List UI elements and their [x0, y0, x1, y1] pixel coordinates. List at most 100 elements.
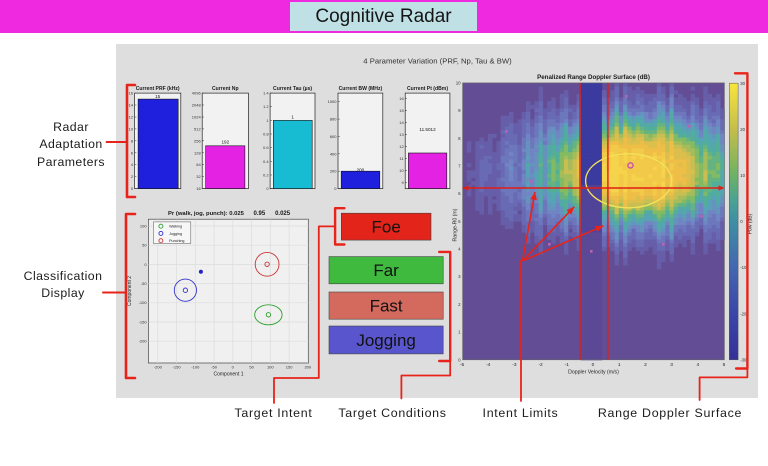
- svg-text:-30: -30: [740, 357, 747, 362]
- svg-text:800: 800: [330, 117, 337, 122]
- svg-text:14: 14: [129, 103, 134, 108]
- svg-text:0: 0: [266, 186, 269, 191]
- svg-text:-5: -5: [460, 362, 465, 368]
- svg-text:Fast: Fast: [370, 297, 403, 316]
- svg-text:4: 4: [696, 362, 699, 368]
- svg-text:Current Pt (dBm): Current Pt (dBm): [407, 86, 448, 92]
- svg-text:Current BW (MHz): Current BW (MHz): [339, 86, 383, 92]
- svg-text:3: 3: [458, 274, 461, 279]
- svg-text:Current Np: Current Np: [212, 86, 239, 92]
- svg-text:-10: -10: [740, 265, 747, 270]
- svg-text:100: 100: [140, 223, 147, 228]
- svg-text:Pr (walk, jog, punch): 0.025: Pr (walk, jog, punch): 0.025: [168, 211, 245, 217]
- svg-text:-50: -50: [211, 365, 218, 370]
- svg-text:-4: -4: [486, 362, 491, 368]
- svg-text:9: 9: [458, 108, 461, 113]
- svg-text:100: 100: [267, 365, 274, 370]
- svg-text:12: 12: [129, 115, 134, 120]
- svg-text:0.6: 0.6: [263, 145, 269, 150]
- svg-text:8: 8: [458, 136, 461, 141]
- svg-text:-150: -150: [173, 365, 182, 370]
- svg-text:2048: 2048: [192, 103, 202, 108]
- svg-text:32: 32: [196, 174, 201, 179]
- svg-text:Current PRF (kHz): Current PRF (kHz): [136, 86, 180, 92]
- svg-text:0: 0: [458, 357, 461, 362]
- svg-text:200: 200: [357, 168, 365, 173]
- svg-text:1: 1: [291, 114, 294, 119]
- svg-text:Punching: Punching: [169, 239, 184, 243]
- svg-text:14: 14: [399, 120, 404, 125]
- svg-text:5: 5: [458, 219, 461, 224]
- svg-text:50: 50: [142, 243, 147, 248]
- svg-text:200: 200: [330, 169, 337, 174]
- svg-text:Walking: Walking: [169, 225, 182, 229]
- svg-text:6: 6: [131, 150, 134, 155]
- svg-text:Pow (dB): Pow (dB): [748, 213, 754, 234]
- svg-text:10: 10: [456, 80, 461, 85]
- svg-text:Component 1: Component 1: [213, 372, 243, 378]
- svg-text:-200: -200: [139, 339, 148, 344]
- svg-text:Current Tau (µs): Current Tau (µs): [273, 86, 312, 92]
- svg-text:0.95: 0.95: [254, 211, 266, 217]
- svg-text:0: 0: [740, 219, 743, 224]
- svg-text:-150: -150: [139, 319, 148, 324]
- svg-text:2: 2: [644, 362, 647, 368]
- svg-text:600: 600: [330, 134, 337, 139]
- svg-text:Component 2: Component 2: [127, 276, 133, 306]
- svg-text:20: 20: [740, 127, 745, 132]
- svg-text:10: 10: [399, 168, 404, 173]
- svg-text:7: 7: [458, 164, 461, 169]
- svg-text:Range-R0 (m): Range-R0 (m): [453, 208, 459, 241]
- svg-text:1: 1: [266, 118, 269, 123]
- svg-text:400: 400: [330, 151, 337, 156]
- svg-text:16: 16: [399, 96, 404, 101]
- svg-text:-3: -3: [512, 362, 517, 368]
- svg-text:-2: -2: [538, 362, 543, 368]
- svg-text:2: 2: [458, 302, 461, 307]
- svg-text:Penalized Range Doppler Surfac: Penalized Range Doppler Surface (dB): [537, 74, 650, 81]
- svg-text:0.025: 0.025: [275, 211, 291, 217]
- svg-text:0.8: 0.8: [263, 132, 269, 137]
- svg-text:64: 64: [196, 162, 201, 167]
- svg-text:10: 10: [740, 173, 745, 178]
- svg-text:-1: -1: [565, 362, 570, 368]
- svg-text:13: 13: [399, 132, 404, 137]
- svg-text:2: 2: [131, 174, 134, 179]
- svg-text:-20: -20: [740, 311, 747, 316]
- svg-text:1: 1: [618, 362, 621, 368]
- svg-text:4 Parameter Variation (PRF, Np: 4 Parameter Variation (PRF, Np, Tau & BW…: [363, 57, 512, 66]
- svg-text:16: 16: [196, 186, 201, 191]
- svg-text:Far: Far: [373, 261, 399, 280]
- svg-text:-100: -100: [191, 365, 200, 370]
- svg-text:128: 128: [194, 150, 201, 155]
- svg-text:Doppler Velocity (m/s): Doppler Velocity (m/s): [568, 370, 619, 376]
- svg-text:256: 256: [194, 138, 201, 143]
- svg-text:Jogging: Jogging: [169, 232, 182, 236]
- svg-text:11: 11: [400, 156, 405, 161]
- svg-text:-100: -100: [139, 300, 148, 305]
- svg-text:5: 5: [723, 362, 726, 368]
- svg-text:15: 15: [155, 94, 161, 99]
- svg-text:1: 1: [458, 330, 461, 335]
- svg-text:50: 50: [249, 365, 254, 370]
- svg-text:0: 0: [131, 186, 134, 191]
- svg-text:11.5012: 11.5012: [419, 127, 436, 132]
- svg-text:0.2: 0.2: [263, 173, 269, 178]
- svg-text:4096: 4096: [192, 91, 202, 96]
- svg-text:8: 8: [131, 138, 134, 143]
- svg-text:16: 16: [129, 91, 134, 96]
- svg-text:4: 4: [131, 162, 134, 167]
- svg-text:0: 0: [144, 262, 147, 267]
- svg-text:Jogging: Jogging: [356, 331, 416, 350]
- svg-text:30: 30: [740, 81, 745, 86]
- svg-text:1024: 1024: [192, 115, 202, 120]
- svg-text:4: 4: [458, 247, 461, 252]
- svg-text:12: 12: [399, 144, 404, 149]
- svg-text:0: 0: [592, 362, 595, 368]
- svg-text:200: 200: [304, 365, 311, 370]
- svg-text:192: 192: [221, 140, 229, 145]
- svg-text:-50: -50: [141, 281, 148, 286]
- svg-text:512: 512: [194, 126, 201, 131]
- svg-text:1.2: 1.2: [263, 104, 269, 109]
- svg-text:15: 15: [399, 108, 404, 113]
